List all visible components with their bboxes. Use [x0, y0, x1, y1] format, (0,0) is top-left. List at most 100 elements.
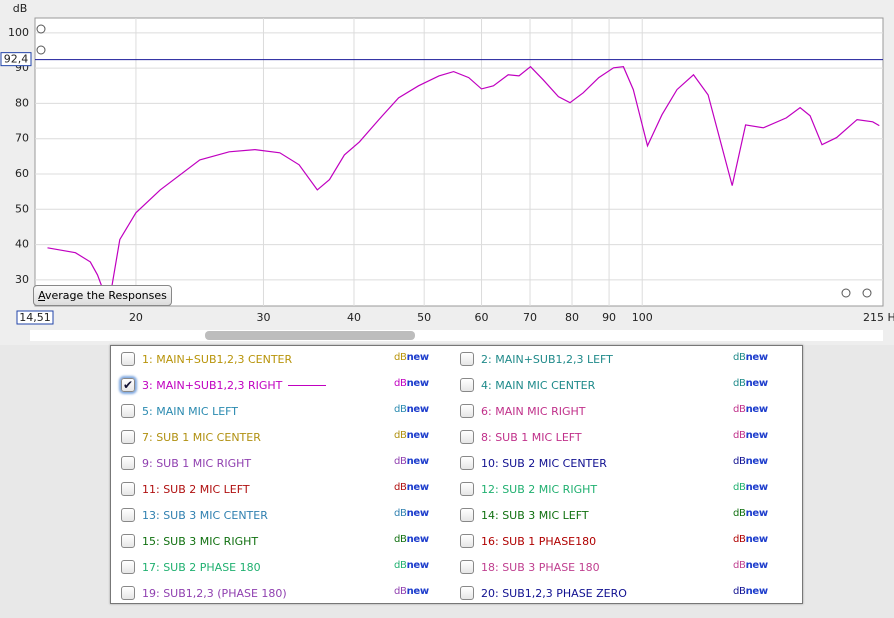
y-axis-label: dB — [13, 2, 28, 15]
measurement-row: 7: SUB 1 MIC CENTER — [121, 426, 261, 448]
dbnew-icon[interactable]: dBnew — [733, 456, 768, 467]
dbnew-icon[interactable]: dBnew — [394, 430, 429, 441]
x-tick-label: 80 — [565, 311, 579, 324]
measurement-row: 10: SUB 2 MIC CENTER — [460, 452, 607, 474]
dbnew-icon[interactable]: dBnew — [394, 456, 429, 467]
x-tick-label: 60 — [475, 311, 489, 324]
db-text: dB — [394, 482, 407, 493]
zoom-icons[interactable] — [36, 24, 872, 298]
measurement-label[interactable]: 16: SUB 1 PHASE180 — [481, 534, 597, 548]
measurement-label[interactable]: 14: SUB 3 MIC LEFT — [481, 508, 589, 522]
measurement-row: 1: MAIN+SUB1,2,3 CENTER — [121, 348, 292, 370]
measurement-label[interactable]: 19: SUB1,2,3 (PHASE 180) — [142, 586, 287, 600]
checkbox[interactable] — [121, 404, 135, 418]
checkbox[interactable] — [121, 352, 135, 366]
checkbox[interactable] — [121, 560, 135, 574]
measurement-label[interactable]: 18: SUB 3 PHASE 180 — [481, 560, 600, 574]
measurement-label[interactable]: 7: SUB 1 MIC CENTER — [142, 430, 261, 444]
dbnew-icon[interactable]: dBnew — [733, 586, 768, 597]
dbnew-icon[interactable]: dBnew — [733, 508, 768, 519]
measurement-label[interactable]: 15: SUB 3 MIC RIGHT — [142, 534, 259, 548]
checkbox[interactable] — [460, 482, 474, 496]
measurement-label[interactable]: 10: SUB 2 MIC CENTER — [481, 456, 607, 470]
y-tick-label: 100 — [8, 26, 29, 39]
dbnew-icon[interactable]: dBnew — [394, 560, 429, 571]
grid — [35, 18, 883, 306]
checkbox[interactable]: ✔ — [121, 378, 135, 392]
dbnew-icon[interactable]: dBnew — [733, 430, 768, 441]
dbnew-icon[interactable]: dBnew — [394, 352, 429, 363]
dbnew-icon[interactable]: dBnew — [394, 482, 429, 493]
db-text: dB — [733, 378, 746, 389]
measurement-label[interactable]: 3: MAIN+SUB1,2,3 RIGHT — [142, 378, 283, 392]
measurement-row: 2: MAIN+SUB1,2,3 LEFT — [460, 348, 613, 370]
checkbox[interactable] — [121, 508, 135, 522]
dbnew-icon[interactable]: dBnew — [733, 352, 768, 363]
measurement-label[interactable]: 6: MAIN MIC RIGHT — [481, 404, 586, 418]
checkbox[interactable] — [121, 534, 135, 548]
checkbox[interactable] — [121, 482, 135, 496]
measurement-row: 16: SUB 1 PHASE180 — [460, 530, 596, 552]
new-text: new — [745, 404, 769, 415]
db-text: dB — [394, 378, 407, 389]
db-text: dB — [733, 508, 746, 519]
measurement-label[interactable]: 4: MAIN MIC CENTER — [481, 378, 596, 392]
measurement-row: 17: SUB 2 PHASE 180 — [121, 556, 261, 578]
measurement-row: ✔ 3: MAIN+SUB1,2,3 RIGHT — [121, 374, 282, 396]
checkbox[interactable] — [460, 560, 474, 574]
measurement-row: 12: SUB 2 MIC RIGHT — [460, 478, 597, 500]
cursor-box — [0, 52, 32, 67]
average-button[interactable]: Average the Responses — [33, 285, 172, 306]
x-tick-label: 30 — [256, 311, 270, 324]
new-text: new — [745, 456, 769, 467]
dbnew-icon[interactable]: dBnew — [733, 560, 768, 571]
x-tick-label: 40 — [347, 311, 361, 324]
dbnew-icon[interactable]: dBnew — [733, 482, 768, 493]
dbnew-icon[interactable]: dBnew — [394, 404, 429, 415]
dbnew-icon[interactable]: dBnew — [733, 404, 768, 415]
new-text: new — [406, 456, 430, 467]
measurement-list: 1: MAIN+SUB1,2,3 CENTER dBnew 2: MAIN+SUB1… — [110, 345, 803, 604]
measurement-label[interactable]: 8: SUB 1 MIC LEFT — [481, 430, 582, 444]
measurement-row: 19: SUB1,2,3 (PHASE 180) — [121, 582, 287, 604]
dbnew-icon[interactable]: dBnew — [394, 508, 429, 519]
y-tick-label: 50 — [15, 202, 29, 215]
measurement-label[interactable]: 1: MAIN+SUB1,2,3 CENTER — [142, 352, 293, 366]
db-text: dB — [733, 586, 746, 597]
new-text: new — [406, 404, 430, 415]
checkbox[interactable] — [460, 352, 474, 366]
checkbox[interactable] — [121, 430, 135, 444]
new-text: new — [406, 586, 430, 597]
checkbox[interactable] — [460, 586, 474, 600]
plot-area — [34, 17, 884, 307]
new-text: new — [406, 508, 430, 519]
checkbox[interactable] — [460, 378, 474, 392]
checkbox[interactable] — [460, 430, 474, 444]
checkbox[interactable] — [121, 456, 135, 470]
dbnew-icon[interactable]: dBnew — [733, 378, 768, 389]
checkbox[interactable] — [460, 456, 474, 470]
dbnew-icon[interactable]: dBnew — [394, 586, 429, 597]
measurement-label[interactable]: 2: MAIN+SUB1,2,3 LEFT — [481, 352, 613, 366]
y-tick-label: 80 — [15, 96, 29, 109]
checkbox[interactable] — [460, 404, 474, 418]
dbnew-icon[interactable]: dBnew — [733, 534, 768, 545]
measurement-label[interactable]: 11: SUB 2 MIC LEFT — [142, 482, 250, 496]
measurement-label[interactable]: 17: SUB 2 PHASE 180 — [142, 560, 261, 574]
checkbox[interactable] — [460, 508, 474, 522]
x-tick-label: 20 — [129, 311, 143, 324]
measurement-label[interactable]: 5: MAIN MIC LEFT — [142, 404, 239, 418]
dbnew-icon[interactable]: dBnew — [394, 378, 429, 389]
dbnew-icon[interactable]: dBnew — [394, 534, 429, 545]
measurement-label[interactable]: 20: SUB1,2,3 PHASE ZERO — [481, 586, 627, 600]
checkbox[interactable] — [460, 534, 474, 548]
db-text: dB — [733, 482, 746, 493]
scrollbar-track[interactable] — [30, 330, 883, 341]
measurement-label[interactable]: 9: SUB 1 MIC RIGHT — [142, 456, 252, 470]
db-text: dB — [394, 508, 407, 519]
checkbox[interactable] — [121, 586, 135, 600]
measurement-label[interactable]: 13: SUB 3 MIC CENTER — [142, 508, 268, 522]
scrollbar-thumb[interactable] — [205, 331, 415, 340]
measurement-label[interactable]: 12: SUB 2 MIC RIGHT — [481, 482, 598, 496]
x-tick-label: 215 H — [863, 311, 894, 324]
